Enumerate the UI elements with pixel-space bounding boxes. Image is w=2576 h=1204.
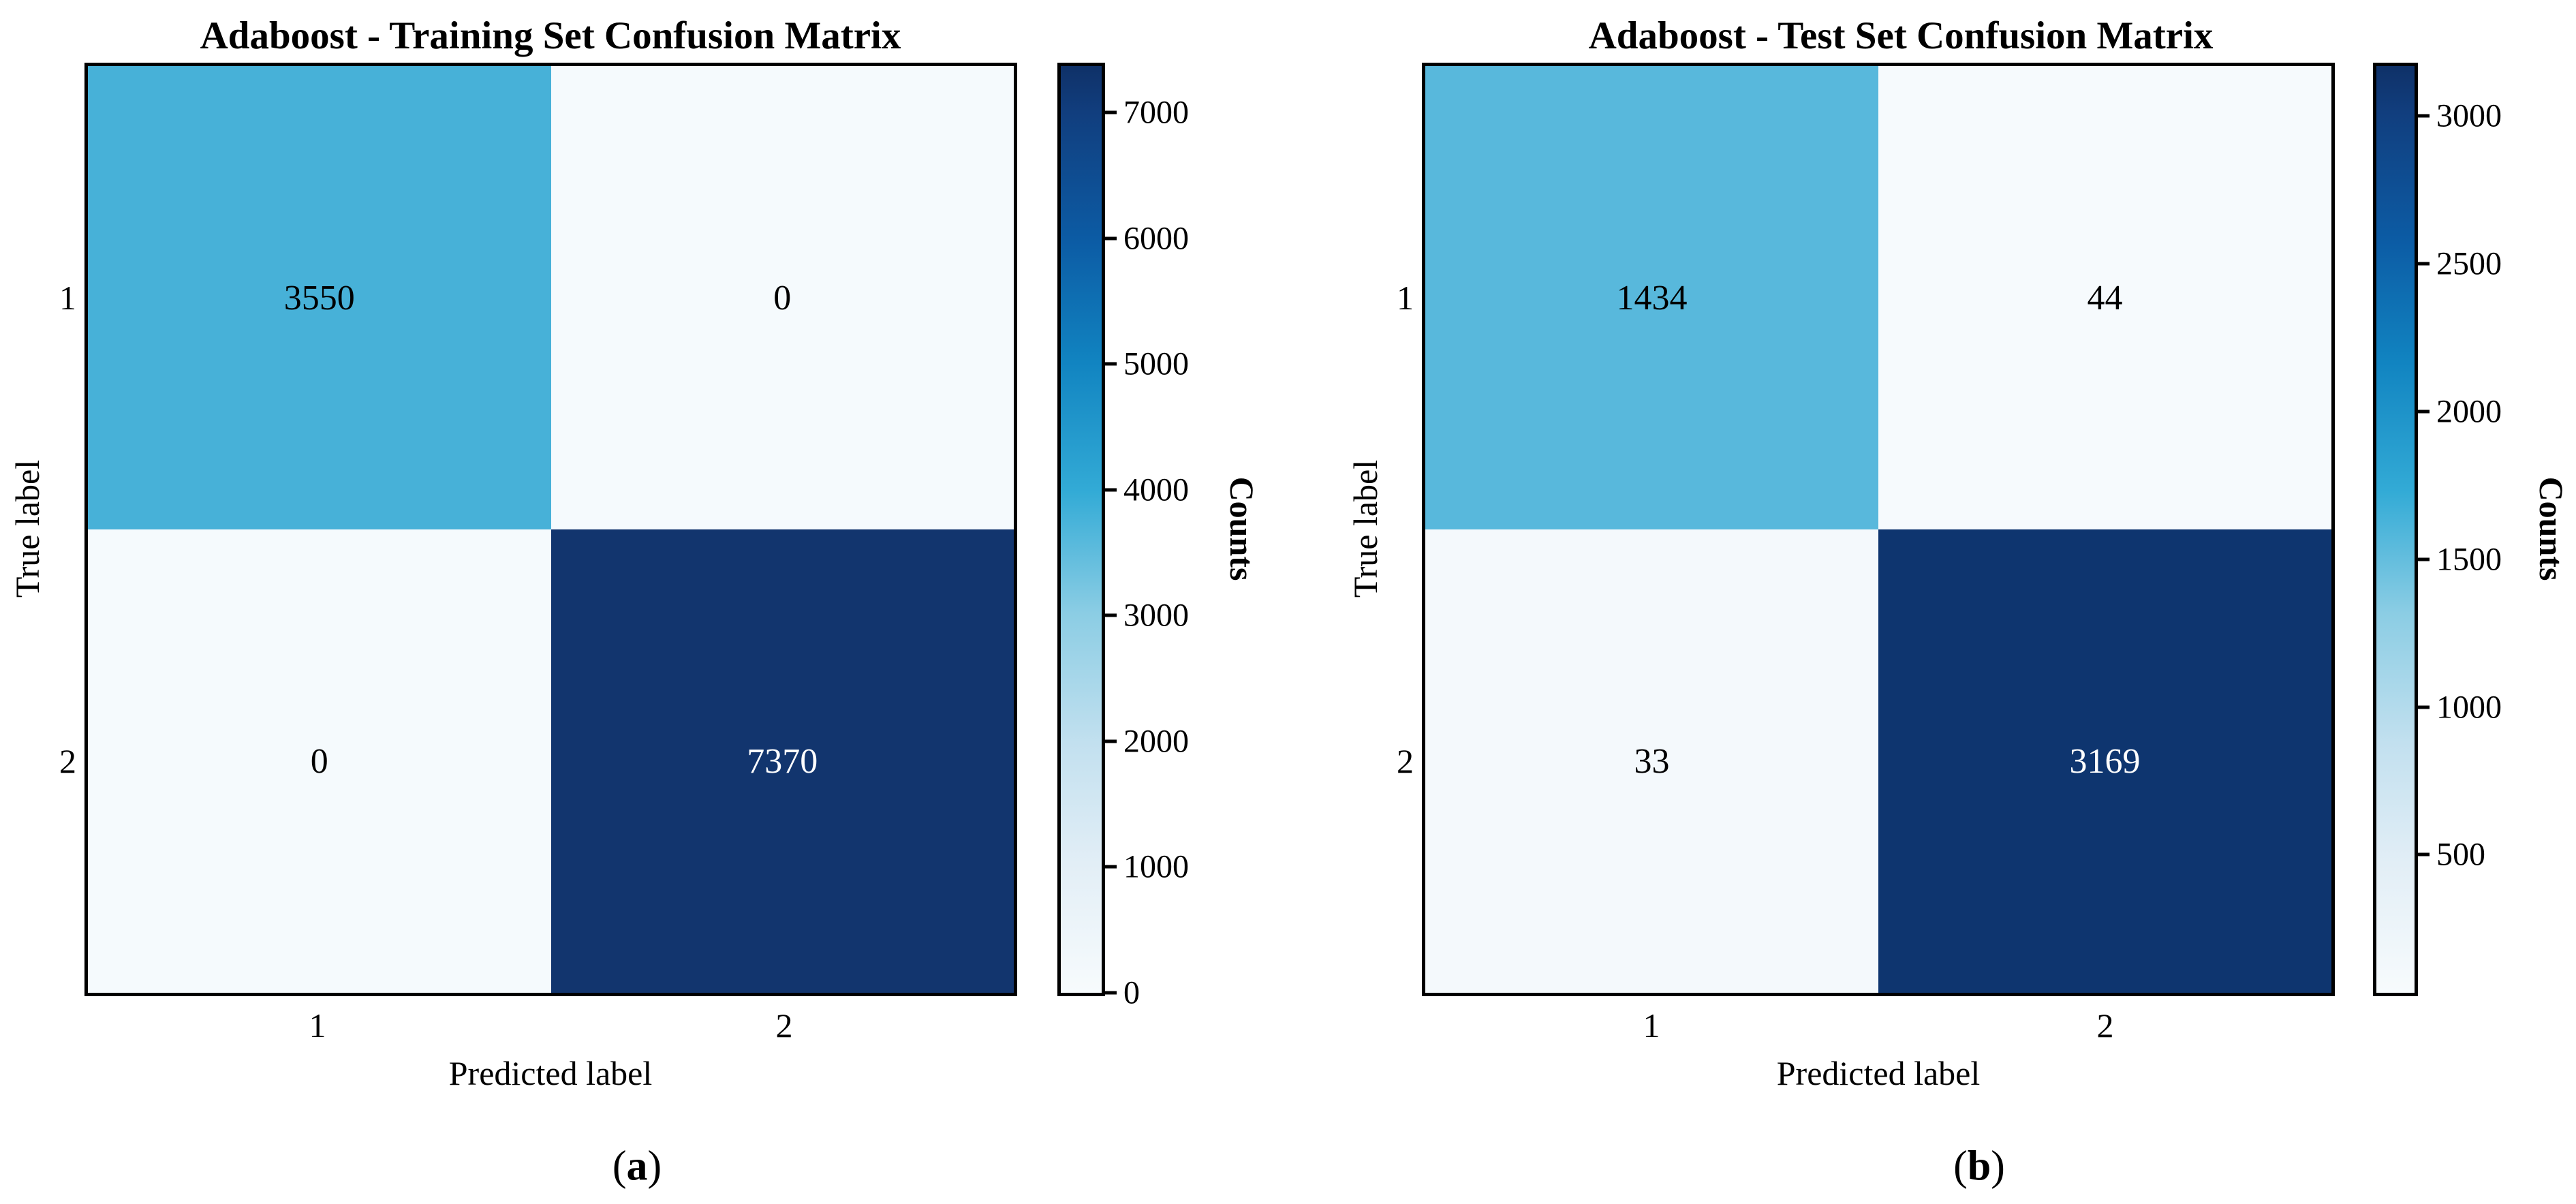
- panel-a-colorbar-gradient: [1061, 66, 1102, 993]
- panel-a-colorbar-label: Counts: [1223, 476, 1261, 581]
- panel-a-cell-1-1: 3550: [88, 66, 551, 529]
- panel-b-xtick-2: 2: [2096, 1006, 2114, 1045]
- colorbar-tick-label: 3000: [1123, 597, 1189, 634]
- panel-b-caption: (b): [1953, 1143, 2005, 1191]
- colorbar-tick-mark: [1102, 613, 1117, 617]
- colorbar-tick-mark: [1102, 236, 1117, 241]
- panel-a-ylabel: True label: [8, 459, 46, 598]
- panel-a-caption: (a): [612, 1143, 662, 1191]
- colorbar-tick-label: 500: [2436, 836, 2485, 873]
- panel-b-cell-1-1: 1434: [1425, 66, 1878, 529]
- panel-a-xtick-2: 2: [775, 1006, 793, 1045]
- panel-a-cell-2-2: 7370: [550, 529, 1014, 993]
- panel-a-caption-letter: a: [626, 1143, 648, 1190]
- panel-b-caption-open: (: [1953, 1143, 1968, 1190]
- colorbar-tick-label: 6000: [1123, 220, 1189, 257]
- colorbar-tick-label: 1000: [2436, 689, 2502, 726]
- panel-b-xlabel: Predicted label: [1776, 1054, 1981, 1092]
- colorbar-tick-mark: [1102, 991, 1117, 995]
- panel-b-colorbar-gradient: [2376, 66, 2415, 993]
- panel-b-caption-letter: b: [1967, 1143, 1991, 1190]
- panel-b-title: Adaboost - Test Set Confusion Matrix: [1588, 14, 2214, 57]
- panel-b-xtick-1: 1: [1643, 1006, 1660, 1045]
- colorbar-tick-label: 7000: [1123, 94, 1189, 131]
- panel-b-cell-value: 33: [1634, 741, 1670, 781]
- colorbar-tick-mark: [2415, 705, 2430, 709]
- colorbar-tick-label: 3000: [2436, 97, 2502, 134]
- panel-a-xtick-1: 1: [309, 1006, 326, 1045]
- panel-a-caption-close: ): [647, 1143, 662, 1190]
- panel-b-ytick-1: 1: [1397, 279, 1414, 317]
- colorbar-tick-mark: [1102, 739, 1117, 743]
- colorbar-tick-mark: [1102, 865, 1117, 869]
- panel-a-ytick-1: 1: [59, 279, 76, 317]
- panel-a-ytick-2: 2: [59, 742, 76, 780]
- panel-a-cell-value: 3550: [283, 278, 355, 318]
- panel-b-cell-value: 3169: [2069, 741, 2141, 781]
- panel-a-cell-value: 0: [310, 741, 328, 781]
- panel-b-cell-1-2: 44: [1878, 66, 2331, 529]
- panel-a-colorbar: 0 1000 2000 3000 4000 5000 6000 7000: [1057, 63, 1189, 1011]
- panel-b-cell-2-2: 3169: [1878, 529, 2331, 993]
- panel-a-cell-2-1: 0: [88, 529, 551, 993]
- colorbar-tick-mark: [1102, 362, 1117, 366]
- panel-a-title: Adaboost - Training Set Confusion Matrix: [200, 14, 901, 57]
- colorbar-tick-label: 1000: [1123, 848, 1189, 885]
- colorbar-tick-mark: [1102, 110, 1117, 114]
- panel-b-cell-value: 1434: [1616, 278, 1688, 318]
- panel-a-xlabel: Predicted label: [448, 1054, 653, 1092]
- panel-a-cell-value: 7370: [747, 741, 818, 781]
- colorbar-tick-mark: [2415, 262, 2430, 266]
- colorbar-tick-mark: [2415, 557, 2430, 561]
- colorbar-tick-label: 2000: [1123, 723, 1189, 760]
- colorbar-tick-label: 2000: [2436, 393, 2502, 430]
- panel-b-heatmap: 1434 44 33 3169: [1422, 63, 2335, 996]
- panel-b-colorbar: 500 1000 1500 2000 2500 3000: [2373, 63, 2502, 996]
- panel-a-heatmap: 3550 0 0 7370: [84, 63, 1017, 996]
- panel-b-cell-2-1: 33: [1425, 529, 1878, 993]
- colorbar-tick-label: 1500: [2436, 541, 2502, 578]
- panel-b-ytick-2: 2: [1397, 742, 1414, 780]
- colorbar-tick-label: 2500: [2436, 245, 2502, 282]
- colorbar-tick-label: 4000: [1123, 472, 1189, 508]
- colorbar-tick-mark: [2415, 410, 2430, 414]
- colorbar-tick-mark: [1102, 488, 1117, 492]
- panel-b-caption-close: ): [1991, 1143, 2005, 1190]
- panel-b-colorbar-label: Counts: [2532, 476, 2571, 581]
- colorbar-tick-label: 5000: [1123, 345, 1189, 382]
- panel-a-caption-open: (: [612, 1143, 627, 1190]
- panel-a-cell-value: 0: [773, 278, 792, 318]
- colorbar-tick-mark: [2415, 852, 2430, 856]
- panel-a-cell-1-2: 0: [550, 66, 1014, 529]
- colorbar-tick-label: 0: [1123, 974, 1140, 1011]
- panel-b-cell-value: 44: [2087, 278, 2123, 318]
- panel-b-ylabel: True label: [1346, 459, 1384, 598]
- colorbar-tick-mark: [2415, 114, 2430, 118]
